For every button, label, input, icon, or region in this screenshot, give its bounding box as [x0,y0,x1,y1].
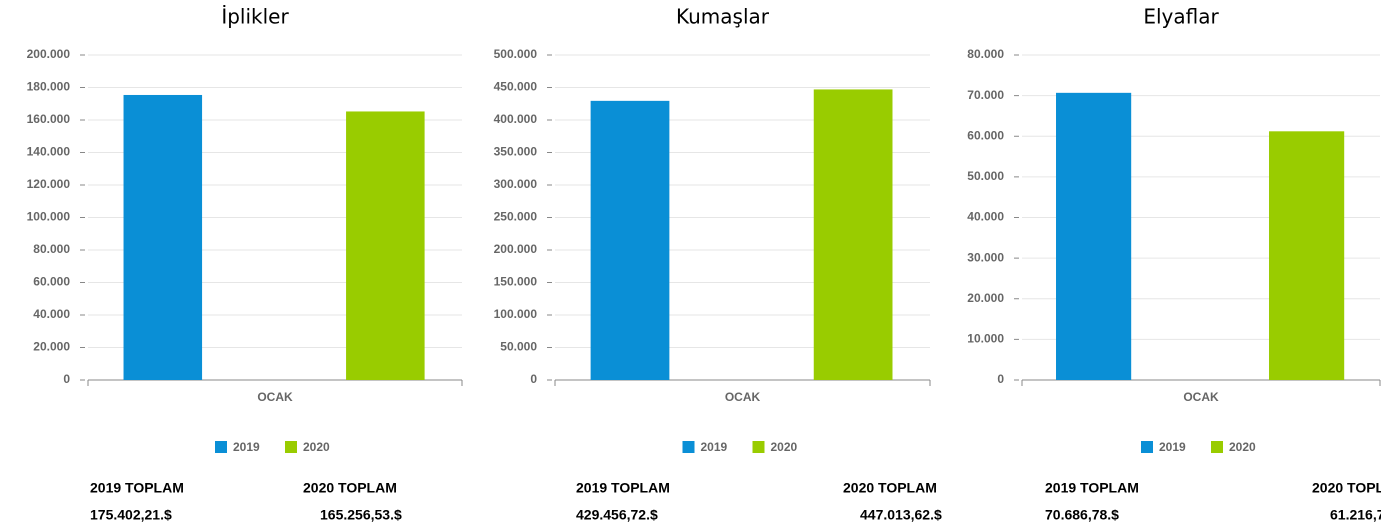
total-value: 61.216,77.$ [1330,507,1381,523]
bar [813,89,893,380]
legend-label: 2020 [771,440,798,454]
y-tick-label: 300.000 [494,177,538,191]
y-tick-label: 160.000 [27,112,71,126]
bar [346,111,425,381]
x-tick-label: OCAK [257,390,293,404]
total-title: 2020 TOPLAM [1312,480,1381,496]
y-tick-label: 0 [997,372,1004,386]
y-tick-label: 500.000 [494,47,538,61]
bar [123,94,203,380]
chart-title: İplikler [221,5,289,29]
y-tick-label: 180.000 [27,80,71,94]
y-tick-label: 120.000 [27,177,71,191]
bar [1269,131,1345,380]
total-value: 429.456,72.$ [576,507,658,523]
total-title: 2019 TOPLAM [90,480,184,496]
y-tick-label: 40.000 [967,210,1004,224]
legend-swatch [682,441,695,453]
x-tick-label: OCAK [1183,390,1219,404]
y-tick-label: 20.000 [967,291,1004,305]
y-tick-label: 150.000 [494,275,538,289]
y-tick-label: 80.000 [967,47,1004,61]
x-tick-label: OCAK [725,390,761,404]
y-tick-label: 0 [63,372,70,386]
y-tick-label: 60.000 [33,275,70,289]
legend-swatch [285,441,297,453]
y-tick-label: 250.000 [494,210,538,224]
legend-swatch [1211,441,1223,453]
total-title: 2020 TOPLAM [843,480,937,496]
y-tick-label: 30.000 [967,250,1004,264]
chart-title: Elyaflar [1143,5,1219,29]
total-title: 2019 TOPLAM [1045,480,1139,496]
y-tick-label: 40.000 [33,307,70,321]
total-value: 165.256,53.$ [320,507,402,523]
y-tick-label: 140.000 [27,145,71,159]
total-value: 447.013,62.$ [860,507,942,523]
total-value: 175.402,21.$ [90,507,172,523]
y-tick-label: 200.000 [494,242,538,256]
legend-swatch [752,441,765,453]
legend-label: 2019 [233,440,260,454]
y-tick-label: 450.000 [494,80,538,94]
legend-label: 2020 [303,440,330,454]
y-tick-label: 350.000 [494,145,538,159]
y-tick-label: 400.000 [494,112,538,126]
y-tick-label: 50.000 [967,169,1004,183]
legend-swatch [1141,441,1153,453]
y-tick-label: 0 [530,372,537,386]
y-tick-label: 100.000 [494,307,538,321]
bar [1056,92,1132,380]
y-tick-label: 60.000 [967,128,1004,142]
total-title: 2020 TOPLAM [303,480,397,496]
y-tick-label: 70.000 [967,88,1004,102]
y-tick-label: 10.000 [967,332,1004,346]
legend-label: 2019 [1159,440,1186,454]
y-tick-label: 20.000 [33,340,70,354]
legend-swatch [215,441,227,453]
y-tick-label: 100.000 [27,210,71,224]
chart-title: Kumaşlar [676,5,770,29]
bar [590,100,670,380]
y-tick-label: 200.000 [27,47,71,61]
y-tick-label: 50.000 [500,340,537,354]
total-value: 70.686,78.$ [1045,507,1119,523]
legend-label: 2019 [701,440,728,454]
total-title: 2019 TOPLAM [576,480,670,496]
legend-label: 2020 [1229,440,1256,454]
y-tick-label: 80.000 [33,242,70,256]
